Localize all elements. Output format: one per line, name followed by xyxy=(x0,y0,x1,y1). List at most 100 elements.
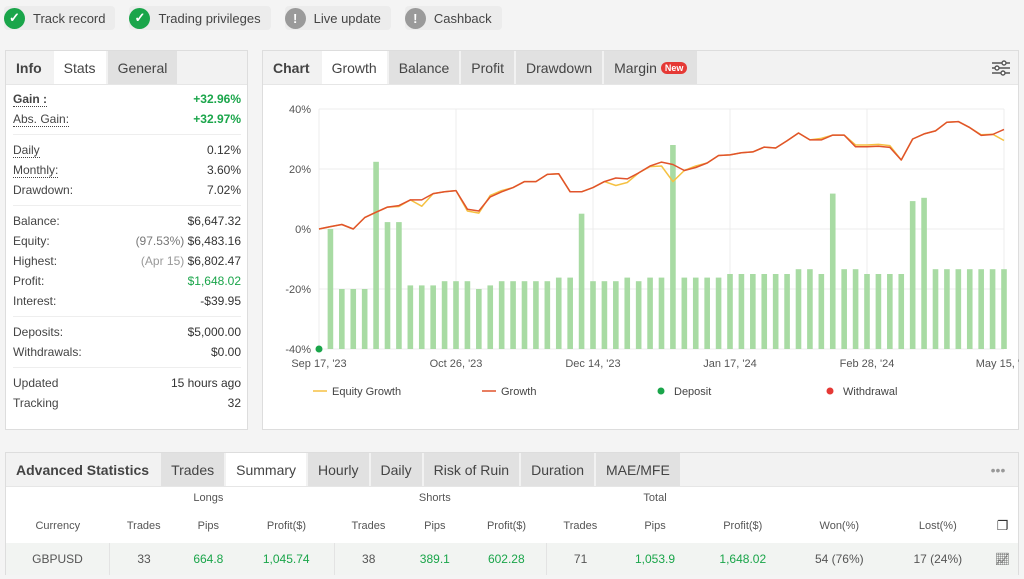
badge-trading-privileges[interactable]: ✓ Trading privileges xyxy=(129,6,271,30)
column-header: Lost(%) xyxy=(918,520,957,532)
group-header: Shorts xyxy=(418,492,451,504)
column-header: Pips xyxy=(197,520,220,532)
stat-value: 7.02% xyxy=(206,183,241,197)
bar xyxy=(852,269,859,349)
badge-cashback[interactable]: ! Cashback xyxy=(404,6,502,30)
tab-balance[interactable]: Balance xyxy=(388,51,460,84)
stat-gain: Gain : +32.96% xyxy=(13,89,241,109)
bar xyxy=(384,222,391,349)
tab-trades[interactable]: Trades xyxy=(161,453,225,486)
x-tick-label: Dec 14, '23 xyxy=(565,358,620,370)
bar xyxy=(464,281,471,349)
cell: 71 xyxy=(573,552,588,566)
badge-track-record[interactable]: ✓ Track record xyxy=(4,6,116,30)
bar xyxy=(350,289,357,349)
column-header: Currency xyxy=(35,520,81,532)
bar xyxy=(829,193,836,349)
tab-daily[interactable]: Daily xyxy=(370,453,422,486)
tab-hourly[interactable]: Hourly xyxy=(308,453,369,486)
bar xyxy=(373,161,379,349)
bar xyxy=(510,281,516,349)
tab-summary[interactable]: Summary xyxy=(226,453,307,486)
stat-value: $6,802.47 xyxy=(187,254,241,268)
tab-mae-mfe[interactable]: MAE/MFE xyxy=(596,453,680,486)
column-header: Profit($) xyxy=(266,520,307,532)
tab-growth[interactable]: Growth xyxy=(321,51,387,84)
advanced-statistics-panel: Advanced Statistics Trades Summary Hourl… xyxy=(5,452,1019,575)
advanced-title: Advanced Statistics xyxy=(6,453,160,486)
bar xyxy=(647,277,653,349)
column-header: Trades xyxy=(351,520,386,532)
tab-info[interactable]: Info xyxy=(6,51,52,84)
bar xyxy=(727,274,733,349)
bar xyxy=(590,281,596,349)
legend-label: Withdrawal xyxy=(843,386,897,398)
exclamation-icon: ! xyxy=(284,7,306,29)
stat-value: -$39.95 xyxy=(200,294,241,308)
stat-label: Drawdown: xyxy=(13,183,74,197)
column-header: Trades xyxy=(126,520,161,532)
bar xyxy=(772,274,779,349)
more-icon[interactable]: ••• xyxy=(990,461,1006,478)
bar xyxy=(407,285,414,349)
bar xyxy=(818,274,825,349)
cell: 38 xyxy=(362,552,376,566)
tab-drawdown[interactable]: Drawdown xyxy=(515,51,603,84)
legend-label: Growth xyxy=(501,386,536,398)
column-header: Trades xyxy=(563,520,598,532)
stat-label[interactable]: Daily xyxy=(13,142,40,158)
settings-sliders-icon[interactable] xyxy=(984,51,1018,84)
cell: 602.28 xyxy=(466,543,547,575)
legend-label: Deposit xyxy=(674,386,711,398)
bar xyxy=(670,145,676,349)
bar xyxy=(578,213,585,349)
tab-duration[interactable]: Duration xyxy=(521,453,595,486)
bar xyxy=(875,274,882,349)
info-panel: Info Stats General Gain : +32.96% Abs. Ga… xyxy=(5,50,248,430)
column-header: Profit($) xyxy=(486,520,527,532)
bar xyxy=(784,274,790,349)
tab-general[interactable]: General xyxy=(107,51,178,84)
bar xyxy=(533,281,539,349)
stat-label: Profit: xyxy=(13,274,45,288)
legend-swatch xyxy=(657,387,665,395)
stat-label: Deposits: xyxy=(13,325,64,339)
y-tick-label: 20% xyxy=(289,164,311,176)
chart-panel: Chart Growth Balance Profit Drawdown Mar… xyxy=(262,50,1019,430)
column-header: Profit($) xyxy=(723,520,763,532)
cell: 1,045.74 xyxy=(238,543,335,575)
bar xyxy=(692,277,699,349)
new-badge: New xyxy=(660,61,688,74)
tab-profit[interactable]: Profit xyxy=(461,51,514,84)
growth-chart[interactable]: 40% 20% 0% -20% -40% Sep 17, '23 Oct 26, '23 De… xyxy=(263,86,1019,431)
legend-label: Equity Growth xyxy=(332,386,401,398)
stat-tracking: Tracking 32 xyxy=(13,393,241,413)
tab-margin[interactable]: Margin New xyxy=(604,51,698,84)
stat-value: $5,000.00 xyxy=(187,325,241,339)
stat-label[interactable]: Monthly: xyxy=(13,162,59,178)
bar xyxy=(658,277,665,349)
bar xyxy=(898,274,905,349)
stat-label: Tracking xyxy=(13,396,59,410)
stat-label[interactable]: Gain : xyxy=(13,91,48,107)
series-line-equity-growth xyxy=(318,120,1005,230)
cell: 54 (76%) xyxy=(814,552,864,566)
x-tick-label: May 15, '24 xyxy=(976,358,1019,370)
stat-monthly: Monthly: 3.60% xyxy=(13,160,241,180)
bar xyxy=(715,277,722,349)
badge-live-update[interactable]: ! Live update xyxy=(284,6,391,30)
stat-interest: Interest: -$39.95 xyxy=(13,291,241,311)
tab-stats[interactable]: Stats xyxy=(53,51,106,84)
bar xyxy=(601,281,608,349)
tab-risk-of-ruin[interactable]: Risk of Ruin xyxy=(423,453,520,486)
check-icon: ✓ xyxy=(129,7,151,29)
stat-label[interactable]: Abs. Gain: xyxy=(13,111,70,127)
bar xyxy=(932,269,939,349)
stat-value: 3.60% xyxy=(206,163,241,177)
stat-value: 0.12% xyxy=(206,143,241,157)
stat-label: Withdrawals: xyxy=(13,345,82,359)
cell: 664.8 xyxy=(193,552,224,566)
copy-icon[interactable]: ❐ xyxy=(996,518,1009,533)
chart-icon[interactable]: 📈︎ xyxy=(994,552,1011,566)
bar xyxy=(441,281,448,349)
